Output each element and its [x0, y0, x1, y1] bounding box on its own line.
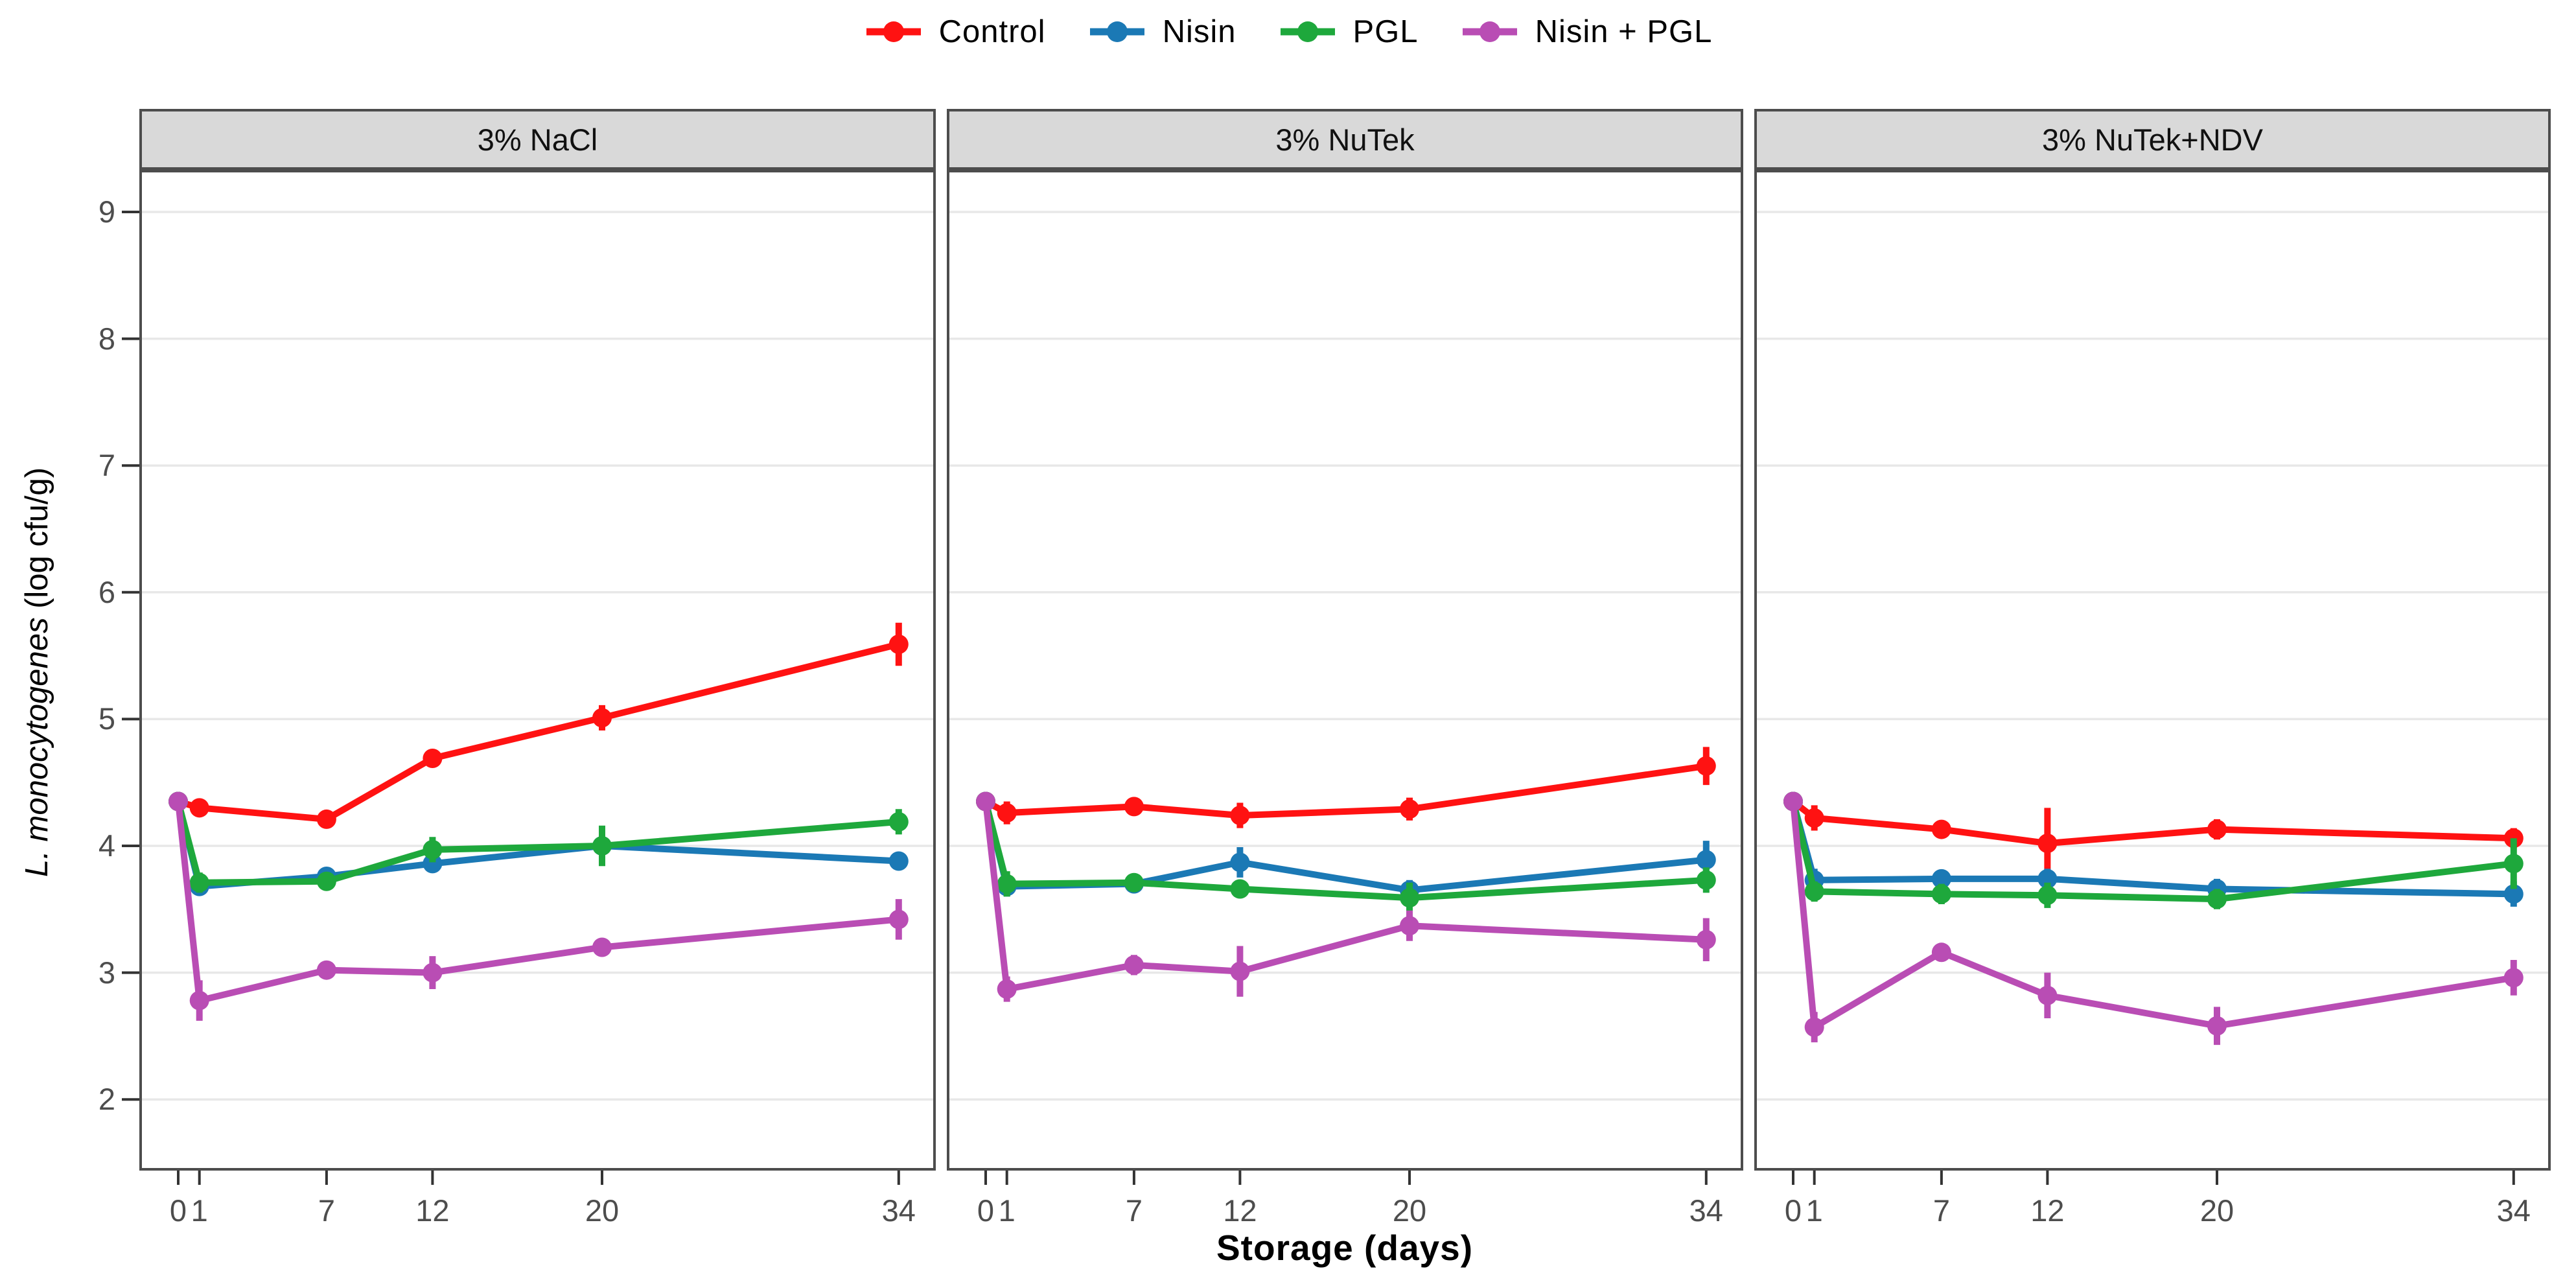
- facet-strip-1: 3% NaCl: [139, 109, 936, 170]
- x-tick-label: 34: [881, 1193, 916, 1228]
- legend-key-line-icon: [1089, 21, 1144, 42]
- x-tick-label: 20: [1392, 1193, 1427, 1228]
- series-control: [168, 622, 909, 829]
- x-tick-label: 0: [977, 1193, 995, 1228]
- legend-item-nisin-pgl: Nisin + PGL: [1460, 14, 1713, 50]
- panel-plot-3-nutek-ndv: [1754, 170, 2551, 1171]
- y-axis-title-units: (log cfu/g): [19, 467, 54, 618]
- x-tick-label: 34: [1689, 1193, 1723, 1228]
- y-tick-label: 9: [98, 194, 115, 229]
- y-axis-title-species: L. monocytogenes: [19, 617, 54, 877]
- panel-plot-3-nacl: [139, 170, 936, 1171]
- y-tick-label: 3: [98, 955, 115, 990]
- y-tick-label: 5: [98, 701, 115, 736]
- facet-strip-2-label: 3% NuTek: [1275, 122, 1415, 157]
- x-tick-label: 1: [998, 1193, 1015, 1228]
- legend-label: Nisin + PGL: [1535, 14, 1713, 49]
- x-axis-title: Storage (days): [1216, 1228, 1474, 1268]
- x-tick-label: 12: [415, 1193, 450, 1228]
- y-tick-label: 8: [98, 321, 115, 356]
- facet-strip-3: 3% NuTek+NDV: [1754, 109, 2551, 170]
- legend-label: Nisin: [1162, 14, 1236, 49]
- x-tick-label: 12: [2030, 1193, 2065, 1228]
- series-nisin-pgl: [976, 791, 1716, 1002]
- x-tick-label: 7: [318, 1193, 335, 1228]
- legend-label: Control: [938, 14, 1046, 49]
- legend-key-line-icon: [866, 21, 921, 42]
- x-tick-label: 20: [585, 1193, 620, 1228]
- y-tick-label: 4: [98, 828, 115, 863]
- legend-item-control: Control: [864, 14, 1046, 50]
- y-tick-label: 6: [98, 574, 115, 609]
- x-tick-label: 12: [1223, 1193, 1257, 1228]
- x-tick-label: 7: [1932, 1193, 1950, 1228]
- x-tick-label: 20: [2199, 1193, 2234, 1228]
- y-tick-label: 2: [98, 1082, 115, 1117]
- x-tick-label: 0: [1784, 1193, 1802, 1228]
- series-nisin-pgl: [168, 791, 909, 1021]
- x-tick-label: 1: [1805, 1193, 1823, 1228]
- y-axis-title: L. monocytogenes (log cfu/g): [18, 348, 56, 996]
- x-tick-label: 0: [169, 1193, 187, 1228]
- x-tick-label: 7: [1125, 1193, 1143, 1228]
- legend-key-line-icon: [1462, 21, 1517, 42]
- legend-item-nisin: Nisin: [1087, 14, 1236, 50]
- panel-plot-3-nutek: [947, 170, 1743, 1171]
- series-pgl: [1783, 791, 2524, 909]
- facet-strip-1-label: 3% NaCl: [477, 122, 598, 157]
- y-tick-label: 7: [98, 448, 115, 483]
- legend: Control Nisin PGL Nisin + PGL: [0, 4, 2576, 60]
- legend-item-pgl: PGL: [1278, 14, 1419, 50]
- facet-strip-2: 3% NuTek: [947, 109, 1743, 170]
- x-tick-label: 1: [191, 1193, 208, 1228]
- facet-strip-3-label: 3% NuTek+NDV: [2042, 122, 2263, 157]
- x-tick-label: 34: [2496, 1193, 2531, 1228]
- legend-key-line-icon: [1280, 21, 1335, 42]
- legend-label: PGL: [1352, 14, 1419, 49]
- series-nisin-pgl: [1783, 791, 2524, 1045]
